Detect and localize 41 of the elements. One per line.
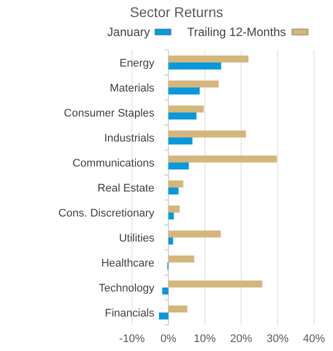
bar bbox=[168, 112, 196, 120]
bar bbox=[168, 238, 174, 244]
bar bbox=[168, 88, 200, 94]
bar bbox=[168, 130, 246, 138]
x-tick-label: 0% bbox=[160, 333, 177, 345]
bar bbox=[168, 280, 262, 288]
bar bbox=[168, 162, 189, 170]
y-tick-label: Communications bbox=[72, 158, 155, 170]
bar bbox=[158, 312, 168, 320]
x-tick-label: 10% bbox=[194, 333, 216, 345]
y-tick-label: Energy bbox=[120, 58, 155, 70]
bar bbox=[168, 80, 219, 88]
bar bbox=[168, 206, 180, 212]
chart-title: Sector Returns bbox=[130, 4, 224, 20]
x-tick-label: -10% bbox=[119, 333, 146, 345]
y-tick-label: Financials bbox=[104, 308, 155, 320]
y-tick-label: Healthcare bbox=[101, 258, 154, 270]
y-tick-label: Consumer Staples bbox=[64, 108, 155, 120]
y-tick-label: Technology bbox=[98, 282, 155, 294]
y-tick-label: Materials bbox=[110, 82, 155, 94]
bar bbox=[168, 56, 248, 62]
x-tick-label: 20% bbox=[230, 333, 252, 345]
bar bbox=[168, 138, 192, 144]
x-tick-label: 40% bbox=[302, 333, 326, 345]
bar bbox=[162, 288, 168, 294]
bar bbox=[168, 156, 277, 162]
bar bbox=[168, 212, 174, 220]
legend-label: Trailing 12-Months bbox=[187, 25, 286, 39]
y-tick-label: Utilities bbox=[118, 232, 155, 244]
bar bbox=[168, 230, 221, 238]
y-tick-label: Real Estate bbox=[98, 182, 154, 194]
y-tick-label: Cons. Discretionary bbox=[58, 208, 155, 220]
bar bbox=[168, 188, 179, 194]
y-tick-label: Industrials bbox=[104, 132, 155, 144]
legend-label: January bbox=[107, 25, 150, 39]
x-tick-label: 30% bbox=[266, 333, 289, 345]
bar bbox=[168, 180, 184, 188]
bar bbox=[168, 62, 222, 70]
bar bbox=[168, 306, 188, 312]
bar bbox=[168, 106, 204, 112]
bar bbox=[168, 256, 194, 262]
